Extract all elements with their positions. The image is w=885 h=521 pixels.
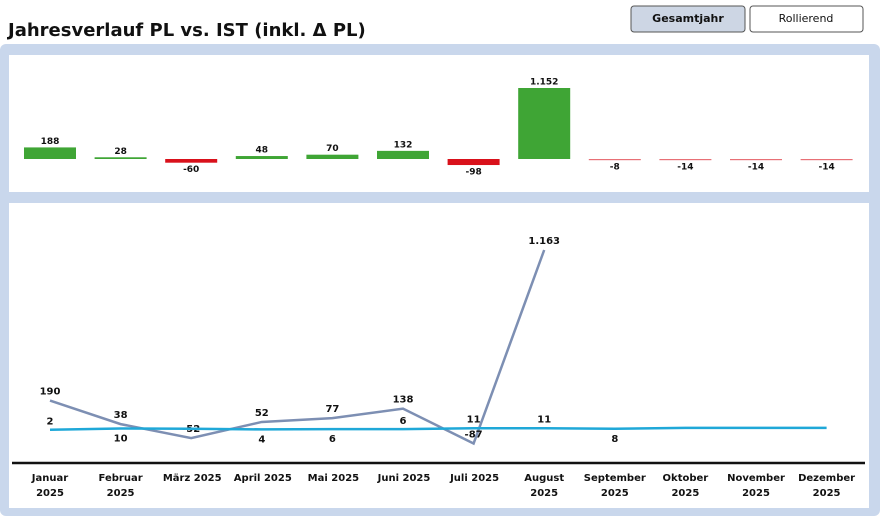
data-label: 1.152: [530, 78, 558, 88]
bar: [377, 150, 429, 159]
x-tick-label: Dezember 2025: [798, 473, 855, 499]
data-label: 10: [114, 433, 128, 444]
data-label: -14: [677, 163, 693, 173]
x-tick-label: Oktober 2025: [663, 473, 709, 499]
data-label: 1.163: [528, 236, 560, 247]
data-label: 77: [325, 404, 339, 415]
bar: [306, 154, 359, 159]
line-panel: [9, 203, 869, 508]
button-label[interactable]: Rollierend: [779, 12, 834, 25]
data-label: 190: [40, 387, 61, 398]
data-label: -14: [748, 163, 764, 173]
x-tick-label: Juli 2025: [449, 473, 499, 484]
bar: [447, 159, 500, 166]
data-label: -98: [465, 168, 481, 178]
delta-panel: [9, 55, 869, 192]
data-label: 28: [114, 147, 127, 157]
x-tick-label: Februar 2025: [99, 473, 143, 499]
x-tick-label: April 2025: [234, 473, 292, 484]
button-rollierend[interactable]: [749, 5, 864, 33]
line-series: [49, 426, 827, 431]
data-label: -8: [610, 163, 620, 173]
bar: [518, 88, 571, 159]
data-label: 6: [329, 434, 336, 445]
bar: [659, 159, 712, 161]
bar: [165, 159, 218, 163]
data-label: 48: [256, 146, 269, 156]
line-series: [49, 249, 546, 446]
x-tick-label: September 2025: [584, 473, 646, 499]
data-label: 52: [255, 408, 269, 419]
x-tick-label: August 2025: [524, 473, 564, 499]
data-label: 4: [258, 434, 265, 445]
data-label: -14: [818, 163, 834, 173]
button-label[interactable]: Gesamtjahr: [652, 12, 724, 25]
bar: [730, 159, 782, 161]
data-label: 11: [467, 414, 481, 425]
x-tick-label: März 2025: [163, 473, 222, 484]
data-label: 11: [537, 414, 551, 425]
data-label: -60: [183, 165, 199, 175]
bar: [24, 147, 76, 159]
bar: [94, 157, 147, 159]
data-label: 8: [611, 434, 618, 445]
bar: [588, 159, 641, 161]
bar: [235, 156, 288, 159]
x-tick-label: Januar 2025: [31, 473, 68, 499]
button-gesamtjahr[interactable]: [630, 5, 746, 33]
data-label: 70: [326, 144, 339, 154]
data-label: -87: [465, 429, 483, 440]
x-tick-label: November 2025: [727, 473, 785, 499]
bar: [800, 159, 853, 161]
x-tick-label: Mai 2025: [308, 473, 359, 484]
data-label: 188: [41, 137, 60, 147]
data-label: 132: [394, 140, 413, 150]
data-label: 138: [393, 395, 414, 406]
x-tick-label: Juni 2025: [377, 473, 431, 484]
data-label: 6: [400, 416, 407, 427]
title: Jahresverlauf PL vs. IST (inkl. Δ PL): [6, 20, 366, 41]
data-label: 38: [114, 410, 128, 421]
data-label: 2: [47, 417, 54, 428]
